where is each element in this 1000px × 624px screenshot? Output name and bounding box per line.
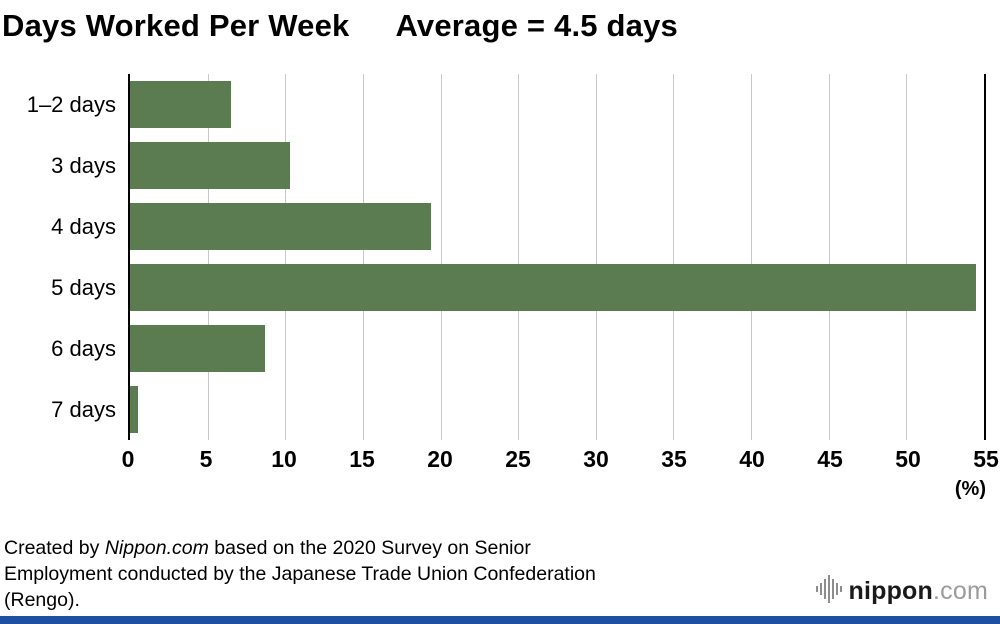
gridline — [828, 74, 830, 440]
source-line1-rest: based on the 2020 Survey on Senior — [208, 537, 531, 559]
x-tick-label: 40 — [739, 446, 765, 472]
gridline — [362, 74, 364, 440]
gridlines — [130, 74, 984, 440]
x-axis-ticks: 0 5 10 15 20 25 30 35 40 45 50 55 — [122, 440, 999, 474]
x-tick-label: 20 — [427, 446, 453, 472]
chart-subtitle: Average = 4.5 days — [395, 8, 678, 43]
soundwave-icon — [815, 575, 842, 608]
category-labels: 1–2 days 3 days 4 days 5 days 6 days 7 days — [0, 74, 128, 440]
logo-tld: .com — [933, 577, 988, 605]
x-tick-label: 0 — [121, 446, 135, 472]
bar-row — [130, 318, 984, 379]
chart-title-row: Days Worked Per Week Average = 4.5 days — [0, 0, 1000, 44]
gridline — [440, 74, 442, 440]
plot-area — [128, 74, 986, 440]
bar — [130, 325, 266, 372]
source-line2: Employment conducted by the Japanese Tra… — [4, 562, 596, 585]
x-tick-label: 25 — [505, 446, 531, 472]
accent-bar — [0, 616, 1000, 624]
bar — [130, 264, 977, 311]
bar-row — [130, 379, 984, 440]
gridline — [285, 74, 287, 440]
gridline — [751, 74, 753, 440]
bar — [130, 386, 138, 433]
bar-row — [130, 74, 984, 135]
x-tick-label: 10 — [271, 446, 297, 472]
category-label: 1–2 days — [26, 91, 116, 117]
unit-label: (%) — [954, 478, 986, 500]
gridline — [673, 74, 675, 440]
category-label: 3 days — [51, 152, 116, 178]
source-name: Nippon.com — [104, 537, 209, 559]
chart-title: Days Worked Per Week — [2, 8, 350, 43]
source-prefix: Created by — [4, 537, 105, 559]
x-tick-label: 45 — [817, 446, 843, 472]
x-tick-label: 50 — [895, 446, 921, 472]
bar-rows — [130, 74, 984, 440]
source-note: Created by Nippon.com based on the 2020 … — [4, 536, 804, 614]
gridline — [595, 74, 597, 440]
x-tick-label: 30 — [583, 446, 609, 472]
bar — [130, 142, 290, 189]
x-tick-label: 5 — [199, 446, 213, 472]
bar-row — [130, 196, 984, 257]
logo-text: nippon.com — [849, 577, 989, 606]
category-label: 7 days — [51, 396, 116, 422]
bar — [130, 81, 231, 128]
bar — [130, 203, 432, 250]
chart: 1–2 days 3 days 4 days 5 days 6 days 7 days — [0, 74, 1000, 440]
gridline — [207, 74, 209, 440]
logo-name: nippon — [848, 577, 934, 605]
gridline — [518, 74, 520, 440]
source-line3: (Rengo). — [4, 588, 80, 611]
gridline — [906, 74, 908, 440]
category-label: 4 days — [51, 213, 116, 239]
bar-row — [130, 257, 984, 318]
category-label: 5 days — [51, 274, 116, 300]
x-tick-label: 15 — [349, 446, 375, 472]
category-label: 6 days — [51, 335, 116, 361]
x-tick-label: 55 — [973, 446, 999, 472]
bar-row — [130, 135, 984, 196]
x-tick-label: 35 — [661, 446, 687, 472]
nippon-logo: nippon.com — [815, 575, 989, 608]
